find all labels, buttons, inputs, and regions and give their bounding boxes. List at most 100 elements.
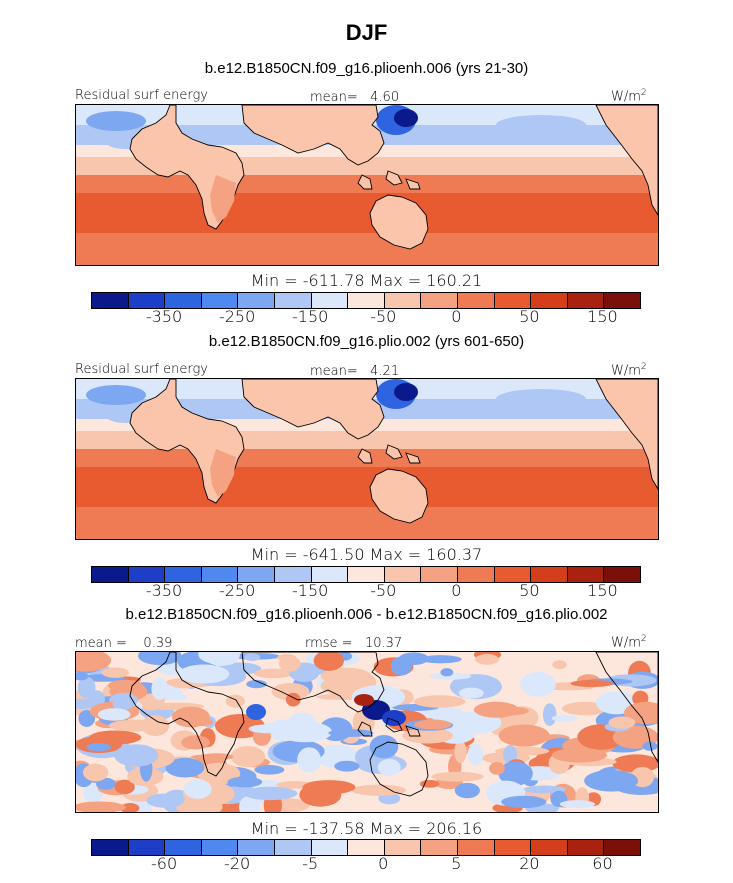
panel-3-units: W/m2	[611, 634, 647, 651]
colorbar-tick-label: 50	[519, 307, 540, 326]
landmass	[369, 194, 429, 250]
panel-2-left-label: Residual surf energy	[75, 362, 208, 377]
panel-2-mean-label: mean= 4.21	[310, 364, 400, 379]
colorbar-tick-label: -5	[302, 854, 319, 873]
colorbar-tick-label: 0	[451, 581, 462, 600]
colorbar-swatch	[457, 840, 495, 855]
field-patch	[496, 115, 586, 135]
diff-patch	[112, 698, 134, 711]
panel-1-colorbar	[91, 292, 641, 309]
colorbar-tick-label: 0	[451, 307, 462, 326]
panel-1-colorbar-ticks: -350 -250 -150 -50 0 50 150	[91, 307, 639, 327]
colorbar-swatch	[92, 293, 129, 308]
colorbar-tick-label: 60	[592, 854, 613, 873]
diff-patch	[570, 679, 614, 688]
colorbar-swatch	[274, 567, 312, 582]
colorbar-swatch	[128, 567, 166, 582]
diff-patch	[76, 801, 126, 812]
field-patch	[496, 389, 586, 409]
diff-patch	[114, 744, 159, 767]
diff-patch	[334, 760, 360, 772]
diff-patch	[414, 719, 452, 730]
diff-patch	[542, 703, 557, 726]
diff-patch	[328, 729, 374, 737]
coastline	[385, 717, 403, 733]
colorbar-swatch	[128, 293, 166, 308]
colorbar-swatch	[311, 840, 349, 855]
field-patch	[86, 385, 146, 405]
diff-patch	[440, 668, 454, 677]
colorbar-swatch	[494, 293, 532, 308]
page-title: DJF	[345, 20, 388, 45]
diff-patch	[498, 761, 533, 786]
diff-patch	[584, 769, 639, 792]
diff-patch	[253, 668, 293, 679]
landmass	[357, 448, 373, 464]
diff-patch	[475, 653, 499, 665]
diff-patch	[551, 715, 578, 722]
diff-patch	[354, 694, 374, 706]
colorbar-swatch	[457, 293, 495, 308]
colorbar-swatch	[311, 293, 349, 308]
diff-patch	[200, 753, 234, 761]
colorbar-tick-label: -150	[292, 581, 329, 600]
panel-1-minmax: Min = -611.78 Max = 160.21	[250, 271, 483, 290]
colorbar-swatch	[274, 293, 312, 308]
diff-patch	[89, 730, 142, 745]
colorbar-swatch	[531, 293, 568, 308]
colorbar-swatch	[457, 567, 495, 582]
colorbar-swatch	[165, 293, 202, 308]
colorbar-swatch	[531, 840, 568, 855]
panel-3-map	[75, 651, 659, 813]
diff-patch	[248, 724, 285, 734]
diff-patch	[413, 695, 466, 708]
colorbar-swatch	[238, 293, 275, 308]
colorbar-tick-label: 50	[519, 581, 540, 600]
landmass	[595, 379, 658, 490]
diff-patch	[419, 655, 462, 664]
diff-patch	[377, 759, 401, 776]
diff-patch	[431, 771, 484, 782]
diff-patch	[114, 779, 135, 795]
colorbar-swatch	[92, 840, 129, 855]
diff-patch	[137, 652, 182, 666]
colorbar-swatch	[421, 293, 458, 308]
diff-patch	[243, 786, 298, 801]
panel-2-minmax: Min = -641.50 Max = 160.37	[250, 545, 483, 564]
landmass	[405, 178, 421, 190]
diff-patch	[523, 785, 567, 794]
panel-2-colorbar	[91, 566, 641, 583]
colorbar-swatch	[567, 293, 605, 308]
landmass	[595, 105, 658, 216]
diff-patch	[320, 667, 372, 685]
diff-patch	[402, 727, 453, 744]
colorbar-swatch	[384, 293, 422, 308]
diff-patch	[552, 660, 567, 670]
diff-patch	[278, 656, 301, 672]
panel-2-units: W/m2	[611, 362, 647, 379]
coastline	[405, 725, 421, 737]
colorbar-tick-label: -50	[370, 581, 397, 600]
panel-2-subtitle: b.e12.B1850CN.f09_g16.plio.002 (yrs 601-…	[208, 333, 525, 350]
diff-patch	[313, 652, 344, 671]
diff-patch	[165, 757, 205, 778]
colorbar-swatch	[604, 293, 640, 308]
panel-3-minmax: Min = -137.58 Max = 206.16	[250, 819, 483, 838]
diff-patch	[390, 656, 412, 676]
colorbar-tick-label: -60	[150, 854, 178, 873]
landmass	[369, 468, 429, 524]
diff-patch	[608, 716, 636, 729]
colorbar-swatch	[494, 567, 532, 582]
colorbar-swatch	[604, 567, 640, 582]
diff-patch	[101, 667, 130, 678]
landmass	[241, 379, 385, 440]
colorbar-tick-label: -350	[145, 581, 183, 600]
diff-patch	[183, 779, 212, 799]
ocean-band	[76, 467, 658, 507]
panel-3-rmse-label: rmse = 10.37	[305, 636, 403, 651]
colorbar-swatch	[238, 567, 275, 582]
diff-patch	[501, 795, 547, 809]
colorbar-swatch	[92, 567, 129, 582]
diff-patch	[198, 652, 238, 664]
landmass	[357, 174, 373, 190]
